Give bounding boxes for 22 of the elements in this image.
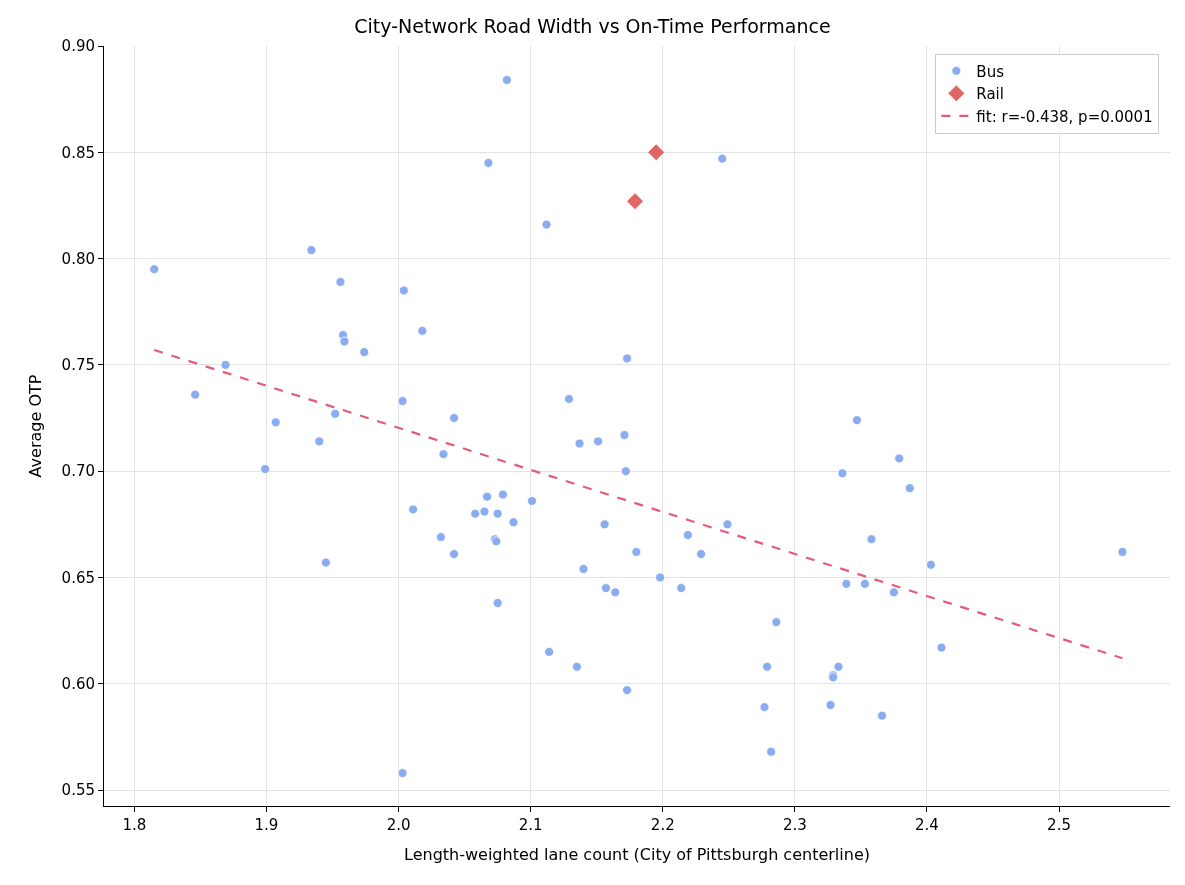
legend-label: fit: r=-0.438, p=0.0001: [976, 107, 1153, 126]
x-tick-label: 2.1: [518, 816, 543, 834]
y-tick-label: 0.75: [61, 356, 95, 375]
y-tick-label: 0.90: [61, 37, 95, 56]
x-tick-label: 2.4: [915, 816, 939, 834]
x-axis-title: Length-weighted lane count (City of Pittsburgh centerline): [404, 844, 870, 864]
chart-title: City-Network Road Width vs On-Time Performance: [354, 15, 831, 38]
y-tick-label: 0.80: [61, 249, 95, 268]
x-tick-label: 1.9: [254, 816, 279, 834]
legend-label: Rail: [976, 85, 1004, 104]
x-tick-label: 2.0: [386, 816, 411, 834]
x-tick-label: 2.5: [1047, 816, 1071, 834]
x-tick-label: 2.2: [650, 816, 675, 834]
y-tick-label: 0.65: [61, 568, 95, 587]
x-tick-label: 2.3: [782, 816, 807, 834]
y-tick-label: 0.60: [61, 675, 95, 694]
x-tick-label: 1.8: [122, 816, 147, 834]
y-tick-label: 0.85: [61, 143, 95, 162]
y-tick-label: 0.70: [61, 462, 95, 481]
y-axis-title: Average OTP: [26, 374, 46, 478]
legend-label: Bus: [976, 62, 1005, 81]
y-tick-label: 0.55: [61, 781, 95, 800]
